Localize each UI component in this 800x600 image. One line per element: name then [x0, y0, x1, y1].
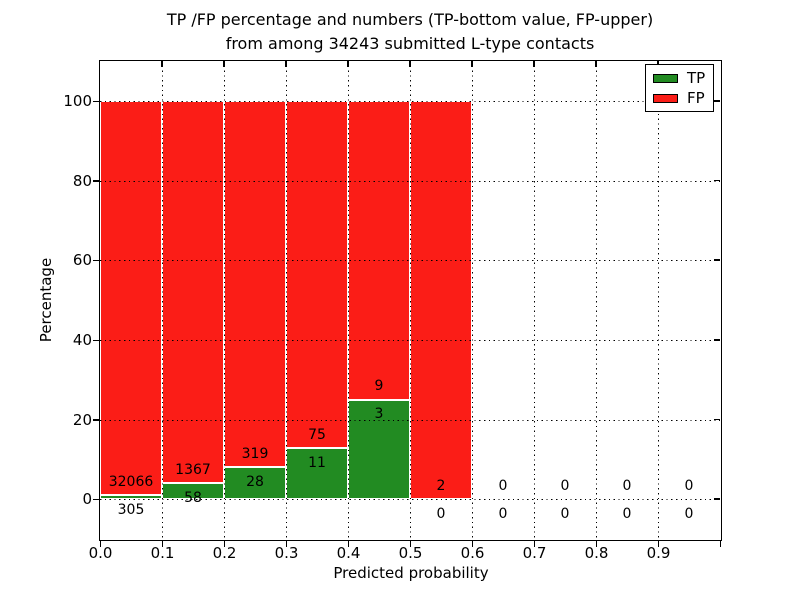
- x-gridline-0.4: [348, 61, 349, 539]
- tp-bar-4: [348, 399, 410, 500]
- top-tick-0.2: [223, 61, 225, 67]
- tp-bar-0: [100, 495, 162, 500]
- legend: TP FP: [645, 64, 714, 112]
- tp-legend-swatch-icon: [653, 73, 678, 83]
- plot-area: 32066 305 1367 58 319 28 75 11 9 3 2 0 0 0 0 0 0 0 0 0: [99, 60, 722, 541]
- tp-legend-label: TP: [687, 68, 706, 87]
- x-tick-label-0.6: 0.6: [460, 544, 485, 562]
- tp-count-label-8: 0: [622, 505, 632, 522]
- fp-count-label-9: 0: [684, 478, 694, 495]
- y-tick-0: [93, 498, 100, 501]
- x-gridline-0.2: [224, 61, 225, 539]
- x-tick-0.2: [223, 540, 226, 547]
- x-gridline-0.5: [410, 61, 411, 539]
- fp-count-label-3: 75: [308, 427, 326, 444]
- chart-title-line1: TP /FP percentage and numbers (TP-bottom…: [166, 10, 654, 29]
- fp-bar-0: [100, 100, 162, 496]
- right-tick-80: [714, 179, 720, 182]
- legend-row-tp: TP: [653, 68, 713, 87]
- x-tick-1.0: [719, 540, 722, 547]
- right-tick-60: [714, 259, 720, 261]
- x-tick-0.8: [595, 540, 598, 547]
- x-tick-0.1: [161, 540, 164, 547]
- top-tick-0.3: [285, 61, 287, 67]
- x-tick-label-0.5: 0.5: [398, 544, 423, 562]
- tp-count-label-4: 3: [374, 406, 384, 423]
- fp-count-label-7: 0: [560, 478, 570, 495]
- x-gridline-0.1: [162, 61, 163, 539]
- tp-count-label-6: 0: [498, 505, 508, 522]
- fp-bar-3: [286, 100, 348, 449]
- x-tick-label-0.3: 0.3: [274, 544, 299, 562]
- fp-count-label-8: 0: [622, 478, 632, 495]
- y-tick-100: [93, 100, 100, 103]
- fp-legend-swatch-icon: [653, 93, 678, 103]
- top-tick-0.6: [471, 61, 473, 67]
- x-tick-label-0.9: 0.9: [646, 544, 671, 562]
- top-tick-0.4: [347, 61, 349, 67]
- right-tick-20: [714, 418, 720, 421]
- fp-count-label-0: 32066: [108, 474, 154, 491]
- x-tick-label-0.4: 0.4: [336, 544, 361, 562]
- tp-count-label-7: 0: [560, 505, 570, 522]
- y-tick-label-60: 60: [72, 251, 92, 270]
- tp-count-label-9: 0: [684, 505, 694, 522]
- x-gridline-0.6: [472, 61, 473, 539]
- right-tick-100: [714, 100, 720, 102]
- fp-bar-2: [224, 100, 286, 468]
- x-tick-label-0.7: 0.7: [522, 544, 547, 562]
- y-tick-label-80: 80: [72, 171, 92, 190]
- x-gridline-0.8: [596, 61, 597, 539]
- x-tick-label-0.1: 0.1: [150, 544, 175, 562]
- fp-count-label-1: 1367: [175, 461, 211, 478]
- x-tick-label-0.2: 0.2: [212, 544, 237, 562]
- x-tick-label-0.0: 0.0: [88, 544, 113, 562]
- chart-title-line2: from among 34243 submitted L-type contac…: [225, 33, 595, 53]
- tp-count-label-1: 58: [184, 489, 202, 506]
- chart-title: TP /FP percentage and numbers (TP-bottom…: [167, 8, 653, 55]
- y-tick-label-40: 40: [72, 330, 92, 349]
- tp-count-label-5: 0: [436, 505, 446, 522]
- x-tick-label-0.8: 0.8: [584, 544, 609, 562]
- x-gridline-0.9: [658, 61, 659, 539]
- x-tick-0.5: [409, 540, 412, 547]
- x-axis-label: Predicted probability: [333, 564, 489, 582]
- y-tick-80: [93, 180, 100, 182]
- x-tick-0.9: [657, 540, 660, 547]
- legend-row-fp: FP: [653, 88, 713, 107]
- top-tick-0.1: [161, 61, 163, 67]
- fp-bar-4: [348, 100, 410, 400]
- fp-count-label-6: 0: [498, 478, 508, 495]
- x-gridline-0.3: [286, 61, 287, 539]
- fp-legend-label: FP: [687, 88, 705, 107]
- fp-bar-5: [410, 100, 472, 500]
- top-tick-0.7: [533, 61, 535, 67]
- right-tick-40: [714, 339, 720, 341]
- tp-count-label-3: 11: [308, 454, 326, 471]
- fp-count-label-4: 9: [374, 378, 384, 395]
- x-tick-0.4: [347, 540, 350, 547]
- y-axis-label: Percentage: [37, 257, 55, 343]
- y-tick-label-0: 0: [82, 490, 92, 509]
- tp-count-label-0: 305: [117, 502, 145, 519]
- y-tick-20: [93, 419, 100, 421]
- y-tick-label-20: 20: [72, 410, 92, 429]
- x-gridline-0.7: [534, 61, 535, 539]
- y-tick-40: [93, 339, 100, 342]
- y-tick-label-100: 100: [63, 91, 92, 110]
- y-tick-60: [93, 259, 100, 262]
- top-tick-0.8: [595, 61, 597, 67]
- x-tick-0.3: [285, 540, 288, 547]
- fp-count-label-5: 2: [436, 478, 446, 495]
- x-tick-0.0: [99, 540, 102, 547]
- x-tick-0.7: [533, 540, 536, 547]
- top-tick-0.5: [409, 61, 411, 67]
- x-tick-0.6: [471, 540, 474, 547]
- fp-count-label-2: 319: [241, 445, 269, 462]
- fp-bar-1: [162, 100, 224, 483]
- right-tick-0: [714, 498, 720, 500]
- tp-count-label-2: 28: [246, 473, 264, 490]
